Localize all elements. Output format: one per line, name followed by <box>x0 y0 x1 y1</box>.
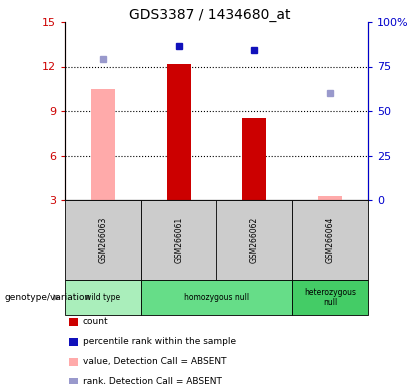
Text: count: count <box>83 318 108 326</box>
Text: GSM266064: GSM266064 <box>326 217 335 263</box>
Text: percentile rank within the sample: percentile rank within the sample <box>83 338 236 346</box>
Bar <box>166 63 191 200</box>
Bar <box>242 118 267 200</box>
Text: GDS3387 / 1434680_at: GDS3387 / 1434680_at <box>129 8 291 22</box>
Bar <box>318 195 342 200</box>
Text: GSM266062: GSM266062 <box>250 217 259 263</box>
Text: genotype/variation: genotype/variation <box>4 293 90 302</box>
Text: homozygous null: homozygous null <box>184 293 249 302</box>
Text: GSM266061: GSM266061 <box>174 217 183 263</box>
Text: heterozygous
null: heterozygous null <box>304 288 356 307</box>
Text: rank, Detection Call = ABSENT: rank, Detection Call = ABSENT <box>83 377 221 384</box>
Bar <box>91 89 115 200</box>
Text: GSM266063: GSM266063 <box>98 217 108 263</box>
Text: wild type: wild type <box>85 293 121 302</box>
Text: value, Detection Call = ABSENT: value, Detection Call = ABSENT <box>83 358 226 366</box>
